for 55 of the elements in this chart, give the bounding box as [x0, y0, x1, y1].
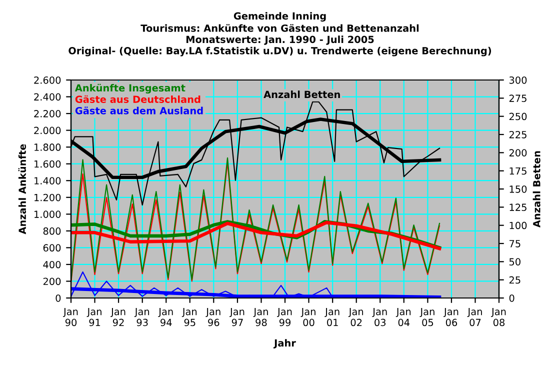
x-tick-label: Jan 91 — [86, 308, 102, 326]
y2-tick-label: 125 — [510, 204, 526, 211]
y-tick-label: 2.200 — [34, 110, 61, 118]
y-tick-label: 0 — [56, 294, 61, 302]
y-tick-label: 1.600 — [34, 160, 61, 168]
y2-tick-label: 0 — [509, 294, 514, 302]
y2-tick-label: 175 — [510, 167, 526, 175]
y2-tick-label: 50 — [509, 258, 520, 266]
x-tick-label: Jan 90 — [63, 308, 78, 326]
y-tick-label: 400 — [43, 260, 61, 268]
x-axis-title: Jahr — [274, 339, 296, 348]
y-tick-label: 1.200 — [34, 194, 61, 202]
y-tick-label: 2.400 — [34, 93, 61, 101]
y-tick-label: 800 — [43, 227, 61, 235]
x-tick-label: Jan 98 — [253, 308, 268, 326]
text: Gäste aus Deutschland — [75, 95, 200, 103]
y2-tick-label: 225 — [509, 130, 526, 138]
x-tick-label: Jan 99 — [277, 308, 292, 326]
x-tick-label: Jan 05 — [420, 308, 434, 326]
x-tick-label: Jan 92 — [110, 308, 126, 326]
y-tick-label: 2.600 — [34, 76, 61, 84]
x-tick-label: Jan 00 — [300, 308, 316, 326]
x-tick-label: Jan 93 — [134, 308, 150, 326]
chart-title: Gemeinde Inning — [234, 12, 326, 22]
text: Ankünfte Insgesamt — [74, 84, 186, 94]
x-tick-label: Jan 97 — [229, 308, 244, 326]
y2-tick-label: 300 — [509, 76, 527, 84]
x-tick-label: Jan 07 — [467, 308, 482, 326]
y2-tick-label: 250 — [509, 112, 527, 120]
x-tick-label: Jan 94 — [158, 308, 173, 326]
x-tick-label: Jan 96 — [206, 308, 220, 326]
series-label: Anzahl Betten — [264, 90, 340, 98]
y-tick-label: 1.000 — [34, 210, 61, 218]
x-tick-label: Jan 04 — [396, 308, 411, 326]
y-tick-label: 1.800 — [34, 144, 61, 151]
y-tick-label: 1.400 — [34, 177, 61, 184]
text: Gäste aus dem Ausland — [75, 106, 203, 114]
y2-tick-label: 75 — [510, 240, 520, 248]
y2-tick-label: 275 — [509, 94, 526, 102]
x-tick-label: Jan 06 — [443, 308, 458, 326]
y-tick-label: 2.000 — [34, 126, 61, 134]
x-tick-label: Jan 95 — [182, 308, 197, 326]
y2-tick-label: 150 — [510, 185, 527, 193]
x-tick-label: Jan 08 — [491, 308, 506, 326]
y2-tick-label: 100 — [510, 222, 527, 230]
y2-axis-title: Anzahl Betten — [532, 151, 540, 228]
x-tick-label: Jan 01 — [324, 308, 340, 326]
x-tick-label: Jan 03 — [372, 308, 387, 326]
y-tick-label: 600 — [43, 244, 61, 252]
x-tick-label: Jan 02 — [348, 308, 364, 326]
y-axis-title: Anzahl Ankünfte — [18, 144, 26, 234]
chart-subtitle: Tourismus: Ankünfte von Gästen und Bettenanzahl Monatswerte: Jan. 1990 - Juli 2005 Original- (Quelle: Bay.LA f.Statistik u.DV) u. Trendwerte (eigene Berechnung) — [68, 24, 492, 56]
y2-tick-label: 25 — [509, 276, 520, 284]
y-tick-label: 200 — [43, 278, 61, 286]
y2-tick-label: 200 — [509, 149, 527, 156]
